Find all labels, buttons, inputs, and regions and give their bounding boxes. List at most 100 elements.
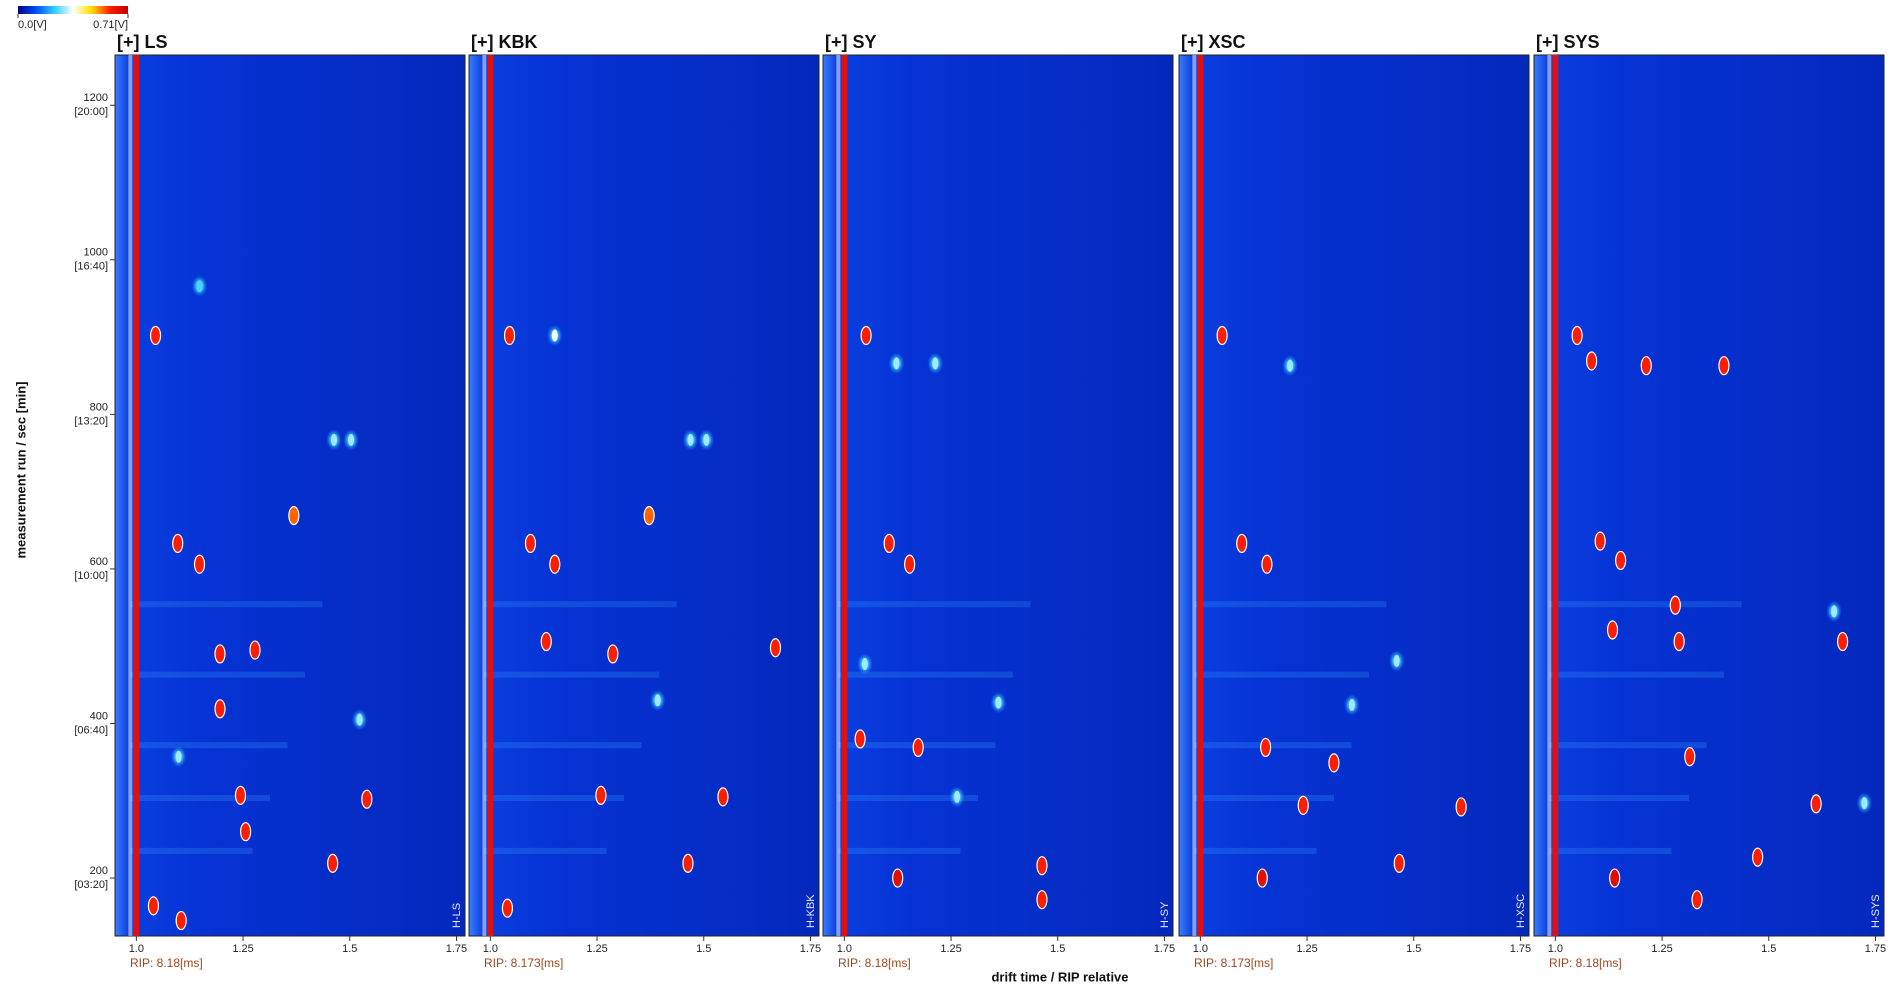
spot — [1348, 698, 1355, 711]
rip-label: RIP: 8.18[ms] — [838, 956, 911, 970]
panel-background — [1178, 54, 1530, 937]
spot — [995, 696, 1002, 709]
x-tick-label: 1.5 — [1406, 943, 1421, 955]
rip-line — [487, 55, 494, 936]
background-streak — [1194, 795, 1334, 802]
y-tick-time: [03:20] — [74, 879, 108, 891]
background-streak — [1549, 795, 1689, 802]
spot — [654, 694, 661, 707]
spot — [1640, 356, 1652, 376]
x-tick-label: 1.75 — [1865, 943, 1886, 955]
background-streak — [1194, 601, 1387, 608]
rip-label: RIP: 8.173[ms] — [484, 956, 563, 970]
spot — [1861, 797, 1868, 810]
x-tick-label: 1.5 — [1761, 943, 1776, 955]
spot — [1669, 595, 1681, 615]
side-label: H-KBK — [805, 894, 817, 928]
rip-line — [841, 55, 848, 936]
spot — [234, 785, 247, 805]
panel-background — [1533, 54, 1885, 937]
rip-halo — [128, 55, 133, 936]
spot — [1836, 631, 1849, 652]
background-streak — [130, 847, 253, 854]
spot — [1261, 554, 1273, 574]
spot — [854, 729, 866, 749]
spot — [1606, 620, 1619, 640]
spot — [193, 554, 206, 574]
spot — [524, 533, 537, 554]
side-label: H-XSC — [1515, 894, 1527, 928]
rip-line — [133, 55, 140, 936]
spot — [607, 644, 619, 664]
x-tick-label: 1.75 — [800, 943, 821, 955]
background-streak — [484, 671, 659, 678]
spot — [703, 433, 710, 446]
spot — [196, 280, 203, 293]
background-streak — [130, 601, 323, 608]
x-tick-label: 1.25 — [1651, 943, 1672, 955]
background-streak — [484, 601, 677, 608]
spot — [147, 896, 160, 916]
background-streak — [838, 671, 1013, 678]
spot — [1691, 890, 1703, 910]
rip-label: RIP: 8.18[ms] — [1549, 956, 1622, 970]
spot — [503, 325, 516, 346]
background-streak — [1194, 847, 1317, 854]
x-tick-label: 1.0 — [129, 943, 144, 955]
side-label: H-SYS — [1870, 894, 1882, 928]
panel — [1178, 54, 1530, 937]
spot — [954, 790, 961, 803]
spot — [1831, 605, 1838, 618]
background-streak — [838, 847, 961, 854]
y-tick-label: 200 — [90, 865, 108, 877]
spot — [893, 357, 900, 370]
background-streak — [1194, 671, 1369, 678]
spot — [1594, 531, 1606, 551]
spot — [1718, 356, 1730, 376]
spot — [904, 554, 916, 574]
side-label: H-SY — [1159, 901, 1171, 928]
panel-title: [+] SYS — [1536, 32, 1600, 52]
y-tick-time: [10:00] — [74, 570, 108, 582]
spot — [1236, 533, 1248, 554]
spot — [682, 853, 694, 873]
spot — [330, 433, 337, 446]
rip-halo — [1192, 55, 1197, 936]
colorbar-label: 0.0[V] — [18, 19, 47, 31]
x-tick-label: 1.75 — [1510, 943, 1531, 955]
x-tick-label: 1.75 — [446, 943, 467, 955]
spot — [249, 640, 261, 660]
spot — [501, 898, 514, 918]
rip-halo — [1547, 55, 1552, 936]
spot — [214, 644, 226, 664]
y-tick-label: 800 — [90, 401, 108, 413]
rip-line — [1552, 55, 1559, 936]
spot — [1286, 359, 1293, 372]
x-tick-label: 1.5 — [696, 943, 711, 955]
spot — [356, 713, 363, 726]
colorbar — [18, 6, 128, 14]
y-tick-label: 600 — [90, 556, 108, 568]
x-tick-label: 1.25 — [940, 943, 961, 955]
rip-halo — [836, 55, 841, 936]
spot — [175, 910, 187, 931]
spot — [175, 750, 182, 763]
spot — [1328, 753, 1340, 773]
spot — [1393, 654, 1400, 667]
background-streak — [484, 847, 607, 854]
spot — [687, 433, 694, 446]
spot — [883, 533, 895, 554]
spot — [595, 785, 607, 805]
panel — [822, 54, 1174, 937]
y-tick-label: 1000 — [84, 247, 108, 259]
x-tick-label: 1.0 — [483, 943, 498, 955]
y-tick-time: [13:20] — [74, 415, 108, 427]
y-axis-title: measurement run / sec [min] — [13, 382, 28, 559]
spot — [1256, 868, 1268, 888]
background-streak — [130, 671, 305, 678]
background-streak — [1549, 601, 1742, 608]
spot — [1673, 631, 1685, 652]
spot — [643, 505, 655, 526]
spot — [912, 737, 924, 758]
